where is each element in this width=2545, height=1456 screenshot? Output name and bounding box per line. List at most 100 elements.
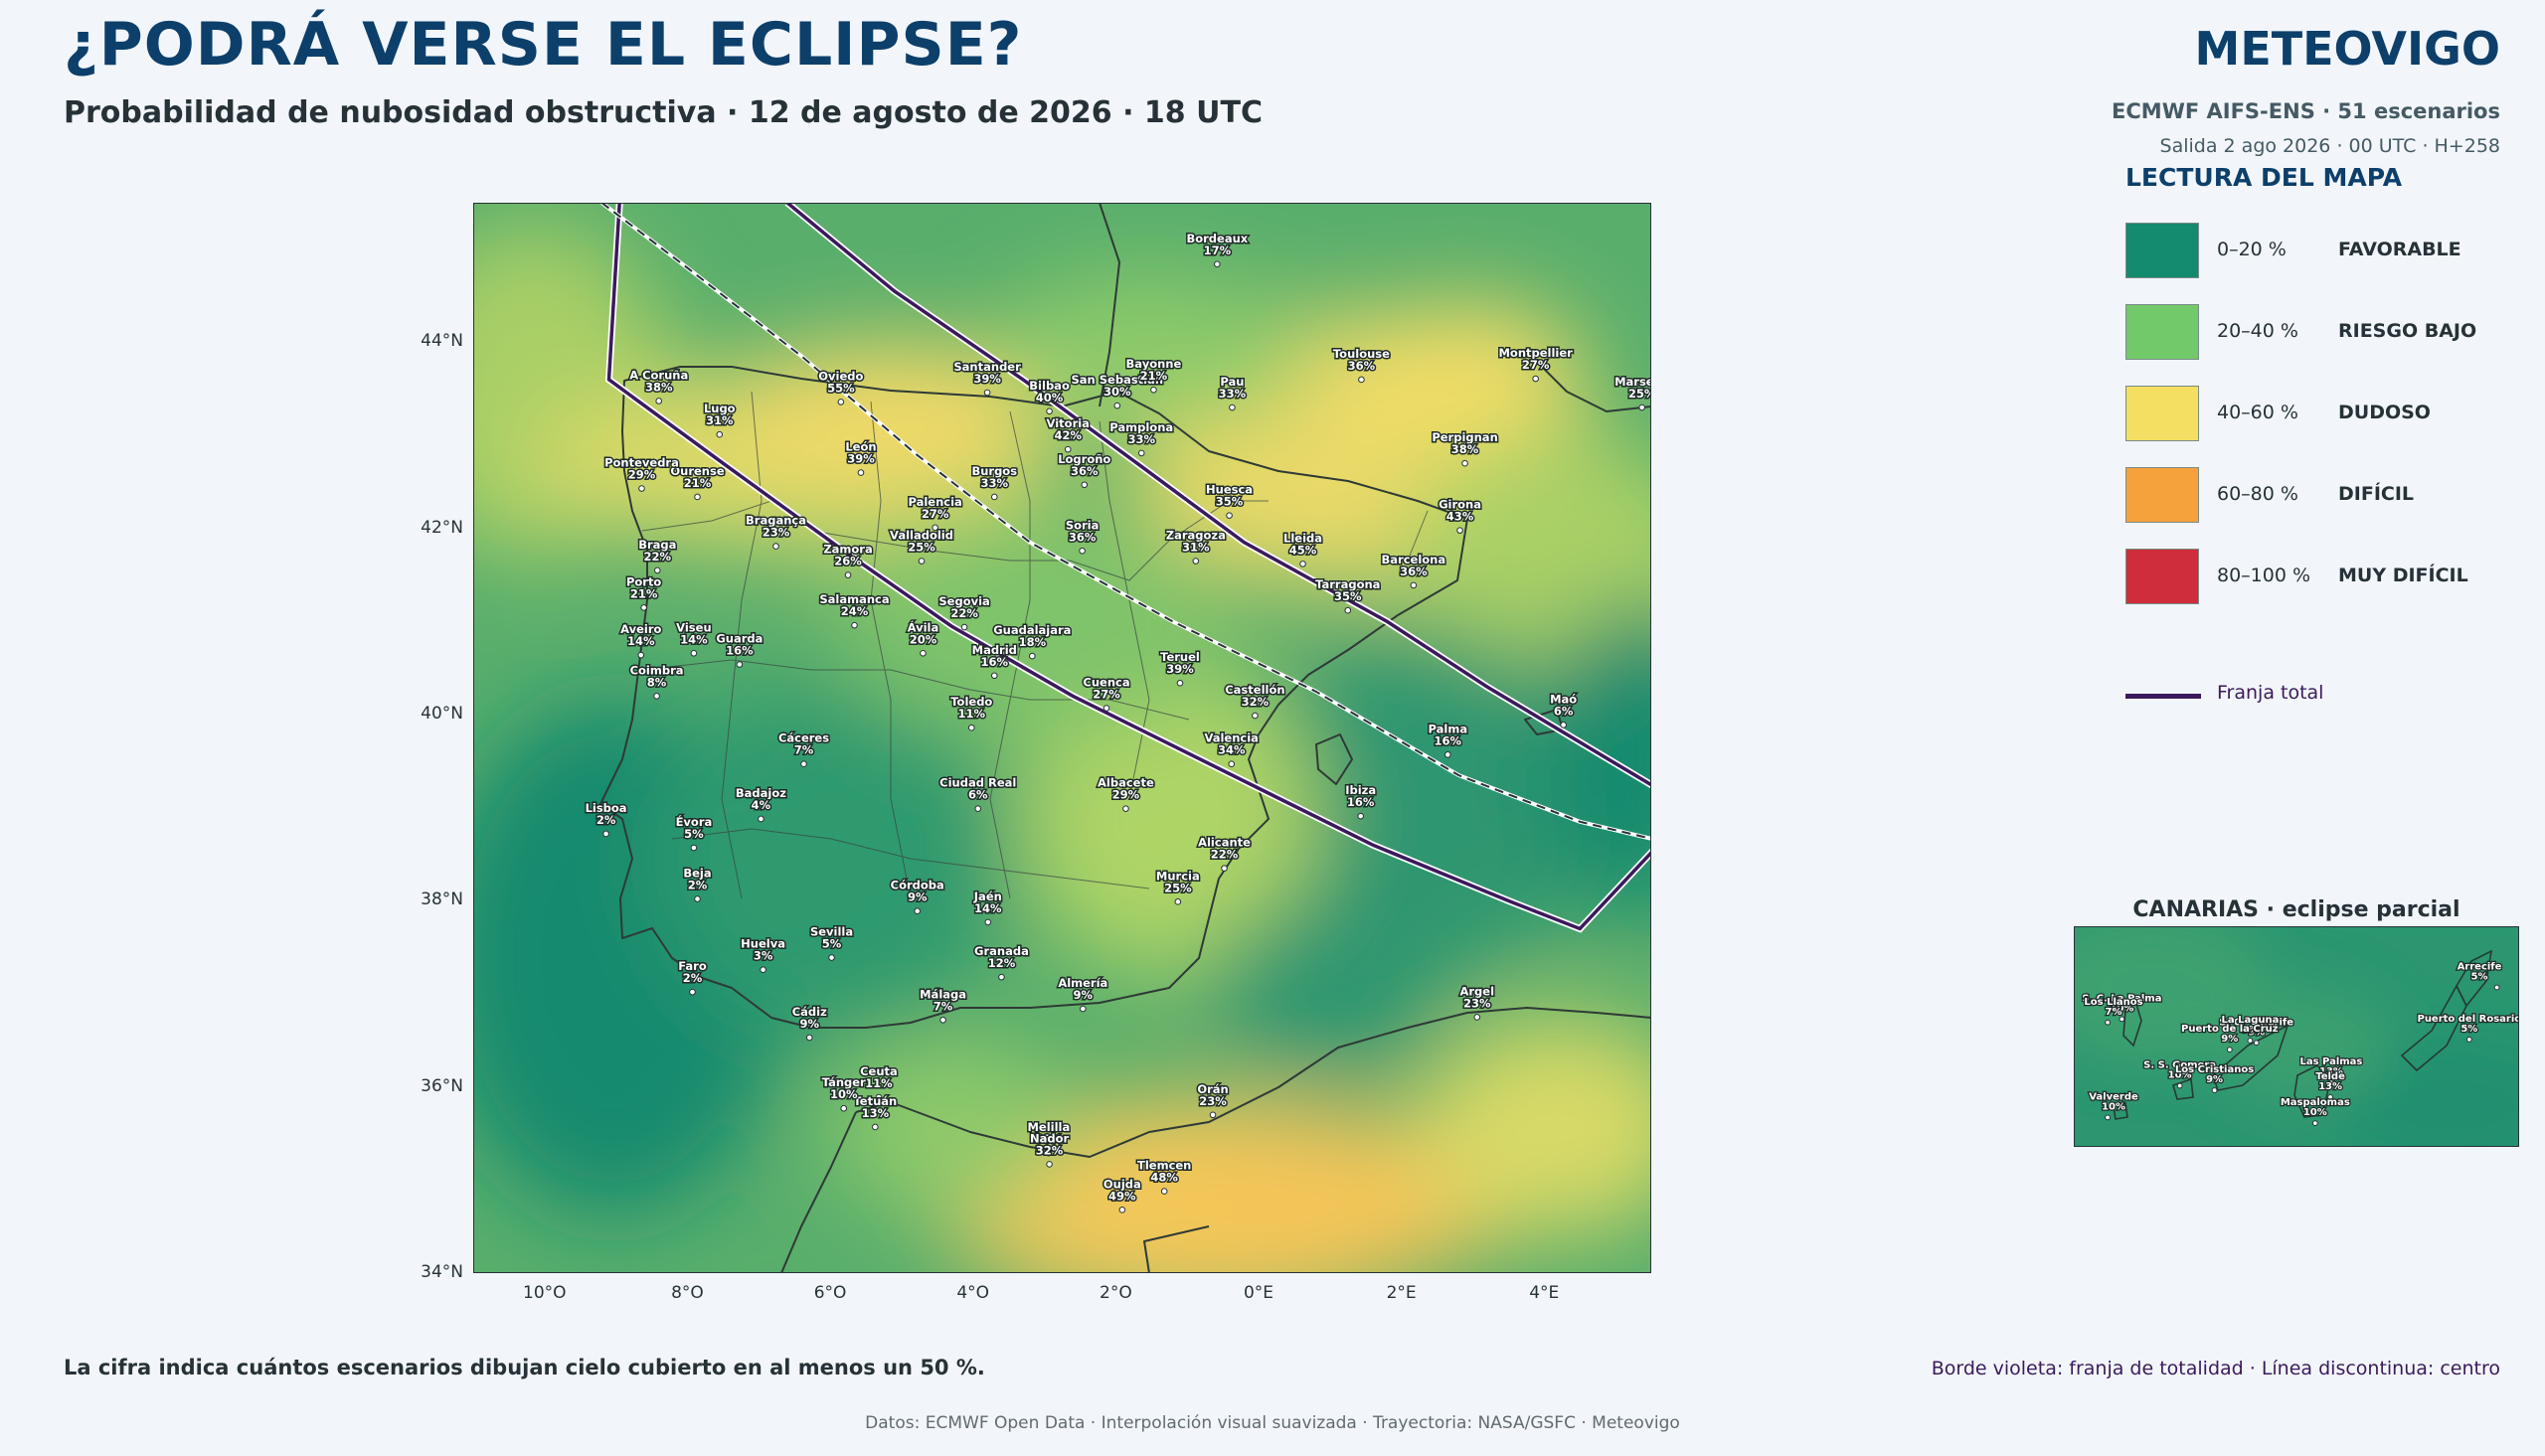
city-name: Coimbra [630,663,684,677]
canarias-title: CANARIAS · eclipse parcial [2132,897,2460,922]
city-dot [1079,547,1086,555]
lon-tick-label: 4°E [1529,1283,1560,1303]
city-name: Pamplona [1109,420,1173,434]
city-dot [1160,1188,1168,1195]
city-dot [716,430,724,438]
city-dot [920,649,927,657]
city-name: Valladolid [890,529,953,543]
city-probability: 4% [752,798,771,812]
city-probability: 7% [933,999,953,1013]
city-probability: 27% [1522,358,1550,372]
city-probability: 38% [645,380,673,394]
city-dot [2105,1019,2111,1026]
city-dot [840,1104,848,1112]
city-dot [990,493,998,501]
city-dot [653,693,660,700]
city-dot [1176,679,1184,687]
city-probability: 16% [1347,795,1375,809]
lat-tick-label: 38°N [421,890,463,910]
credits: Datos: ECMWF Open Data · Interpolación v… [865,1413,1680,1433]
city-probability: 16% [726,644,754,658]
city-dot [760,966,766,973]
city-dot [2247,1038,2254,1044]
city-name: Granada [974,944,1029,958]
city-probability: 32% [1036,1143,1064,1157]
city-dot [2465,1036,2472,1043]
city-probability: 21% [684,476,712,490]
city-name: Marsella [1614,375,1651,389]
city-dot [1150,386,1157,394]
city-probability: 34% [1218,743,1246,757]
city-name: Pau [1220,375,1244,389]
city-probability: 10% [830,1087,858,1101]
city-probability: 5% [2460,1024,2477,1035]
city-dot [1299,561,1306,567]
city-probability: 39% [1166,662,1194,676]
city-dot [1122,805,1129,812]
city-dot [638,485,645,492]
city-name: S. C. La Palma [2082,993,2161,1004]
city-dot [875,1093,883,1101]
city-name: Faro [678,959,707,973]
city-dot [2328,1079,2334,1086]
legend-range: 20–40 % [2217,320,2298,342]
legend-item: 20–40 % RIESGO BAJO [2125,304,2523,360]
city-name: S. C. Tenerife [2219,1017,2293,1028]
city-dot [828,954,835,961]
city-probability: 36% [1348,359,1376,373]
city-probability: 2% [596,813,616,827]
city-name: Toledo [950,695,992,709]
city-probability: 24% [841,604,869,618]
city-dot [2211,1087,2218,1093]
city-name: Soria [1066,518,1100,532]
city-probability: 16% [981,655,1009,669]
city-probability: 21% [1140,369,1168,383]
city-dot [872,1123,879,1131]
city-dot [772,543,779,550]
city-name: Montpellier [1498,346,1573,360]
city-name: Bayonne [1126,357,1182,371]
city-name: Zamora [823,543,872,557]
city-probability: 27% [922,507,949,521]
city-probability: 25% [908,541,935,555]
city-name: Maspalomas [2281,1097,2350,1108]
city-name: Bordeaux [1186,232,1248,245]
city-probability: 5% [2471,971,2488,982]
city-dot [637,651,645,659]
city-name: Cuenca [1083,676,1129,690]
city-probability: 55% [827,381,855,395]
city-dot [1226,512,1233,519]
city-dot [1456,527,1463,534]
city-dot [1113,402,1121,409]
city-probability: 17% [1204,243,1232,257]
franja-line-swatch [2125,694,2201,699]
city-dot [1638,404,1645,411]
canarias-coastline [2113,949,2493,1120]
city-name: León [845,440,876,454]
city-name: Teruel [1160,650,1200,664]
band-explanation: Borde violeta: franja de totalidad · Lín… [1931,1358,2500,1379]
city-dot [1064,445,1072,453]
city-dot [1221,865,1228,872]
city-dot [1357,812,1365,820]
city-probability: 39% [973,372,1001,386]
city-name: Barcelona [1382,553,1446,566]
